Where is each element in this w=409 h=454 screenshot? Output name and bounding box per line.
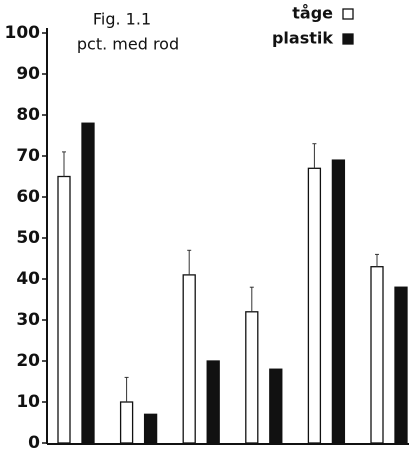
- y-tick-label: 90: [16, 64, 40, 84]
- chart-title: Fig. 1.1: [93, 10, 151, 29]
- y-tick-label: 80: [16, 105, 40, 125]
- y-tick-label: 20: [16, 351, 40, 371]
- y-tick-label: 40: [16, 269, 40, 289]
- bar: [119, 401, 134, 444]
- bar: [394, 286, 408, 444]
- y-tick-label: 10: [16, 392, 40, 412]
- bar: [81, 122, 95, 444]
- bar: [182, 274, 196, 444]
- legend-label: tåge: [292, 4, 333, 23]
- legend-label: plastik: [272, 29, 333, 48]
- bar: [206, 360, 220, 444]
- y-tick-label: 30: [16, 310, 40, 330]
- bar: [245, 311, 259, 444]
- y-tick-label: 0: [28, 433, 40, 453]
- y-tick-label: 60: [16, 187, 40, 207]
- legend-swatch: [342, 8, 354, 20]
- y-tick-label: 70: [16, 146, 40, 166]
- bar: [269, 368, 283, 444]
- y-tick-label: 50: [16, 228, 40, 248]
- bar: [331, 159, 346, 444]
- y-tick-label: 100: [5, 23, 41, 43]
- bar: [370, 266, 384, 444]
- bar: [307, 167, 322, 444]
- bar: [57, 175, 71, 444]
- legend-swatch: [342, 33, 354, 45]
- chart-subtitle: pct. med rod: [77, 35, 179, 54]
- bar: [143, 413, 158, 444]
